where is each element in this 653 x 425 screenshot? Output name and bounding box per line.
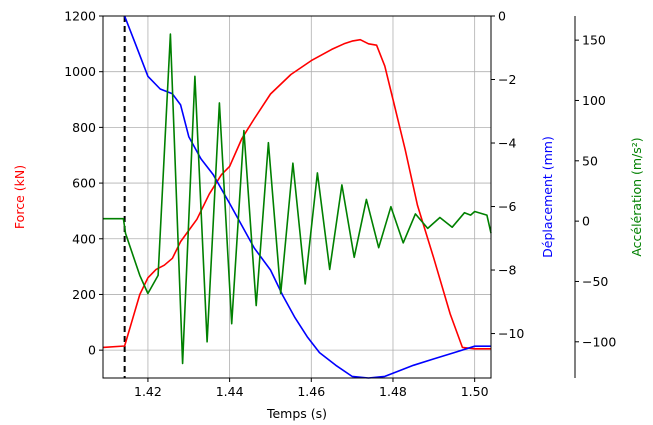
ticks: 1.42 1.44 1.46 1.48 1.5002004006008001000120…: [64, 9, 616, 400]
displacement-axis-label: Déplacement (mm): [540, 136, 555, 258]
acceleration-tick-label: 50: [582, 153, 598, 168]
acceleration-tick-label: 150: [582, 33, 606, 48]
x-tick-label: 1.46: [297, 384, 325, 399]
acceleration-tick-label: −50: [582, 274, 608, 289]
acceleration-tick-label: 0: [582, 214, 590, 229]
acceleration-tick-label: 100: [582, 93, 606, 108]
displacement-series-line: [123, 15, 491, 379]
x-tick-label: 1.42: [134, 384, 162, 399]
force-tick-label: 600: [72, 176, 96, 191]
series-layer: [102, 15, 492, 379]
x-tick-label: 1.50: [461, 384, 489, 399]
force-tick-label: 1000: [64, 64, 96, 79]
displacement-tick-label: −10: [498, 326, 524, 341]
x-axis-label: Temps (s): [266, 406, 327, 421]
x-tick-label: 1.48: [379, 384, 407, 399]
force-tick-label: 1200: [64, 9, 96, 24]
acceleration-series-line: [103, 33, 492, 365]
x-tick-label: 1.44: [216, 384, 244, 399]
force-series-line: [102, 38, 491, 350]
force-tick-label: 400: [72, 231, 96, 246]
displacement-tick-label: −2: [498, 72, 516, 87]
force-tick-label: 200: [72, 287, 96, 302]
acceleration-axis-label: Accélération (m/s²): [629, 137, 644, 256]
force-tick-label: 800: [72, 120, 96, 135]
force-axis-label: Force (kN): [12, 165, 27, 229]
displacement-tick-label: −8: [498, 263, 516, 278]
displacement-tick-label: −4: [498, 136, 516, 151]
plot-frame: [102, 15, 492, 379]
acceleration-tick-label: −100: [582, 334, 616, 349]
displacement-tick-label: 0: [498, 9, 506, 24]
force-tick-label: 0: [88, 343, 96, 358]
displacement-tick-label: −6: [498, 199, 516, 214]
